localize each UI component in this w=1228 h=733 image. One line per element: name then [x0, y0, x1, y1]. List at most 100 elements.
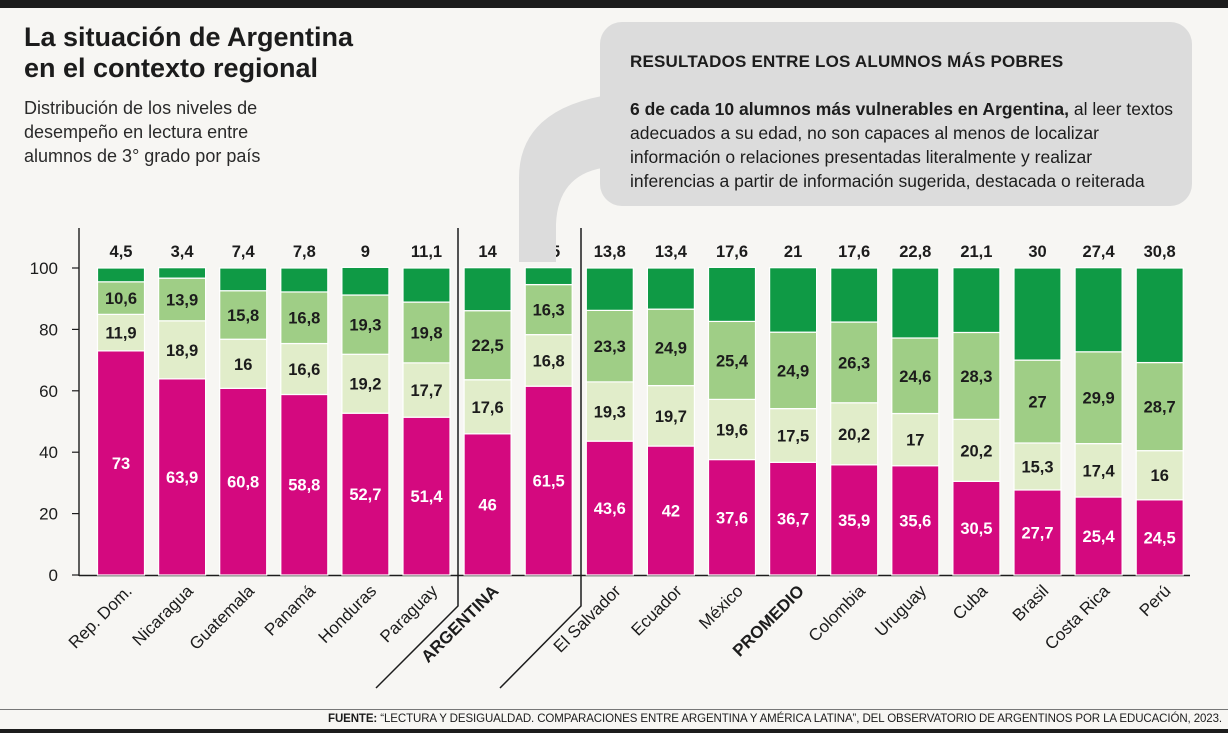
data-label: 16,8	[533, 352, 565, 370]
bar-segment	[1135, 499, 1184, 576]
data-label: 27	[1028, 394, 1046, 412]
data-label: 24,9	[655, 339, 687, 357]
bar-segment	[768, 408, 818, 463]
data-label: 63,9	[166, 469, 198, 487]
bar-segment	[952, 480, 1001, 576]
data-label: 24,9	[777, 362, 809, 380]
x-tick-label: Guatemala	[186, 581, 259, 654]
bar-segment	[585, 267, 634, 311]
data-label: 28,3	[960, 368, 992, 386]
data-label: 16,6	[288, 361, 320, 379]
chart-subtitle: Distribución de los niveles de desempeño…	[24, 96, 324, 168]
data-label: 42	[662, 503, 680, 521]
data-label-top: 17,6	[716, 243, 748, 261]
bar-segment	[1074, 267, 1123, 353]
bar-segment	[463, 433, 512, 576]
data-label: 19,8	[410, 324, 442, 342]
data-label: 27,7	[1021, 524, 1053, 542]
title-line-2: en el contexto regional	[24, 53, 319, 83]
data-label: 13,9	[166, 291, 198, 309]
data-label: 36,7	[777, 511, 809, 529]
data-label: 16,3	[533, 302, 565, 320]
bar-segment	[585, 381, 634, 442]
bar-segment	[158, 320, 207, 380]
x-tick-label: El Salvador	[550, 581, 625, 656]
data-label: 58,8	[288, 477, 320, 495]
bar-segment	[768, 267, 818, 333]
bar-segment	[96, 267, 146, 283]
data-label: 17,6	[472, 399, 504, 417]
bar-segment	[1135, 361, 1184, 452]
bar-segment	[280, 267, 329, 293]
bar-segment	[219, 338, 268, 389]
data-label: 28,7	[1144, 399, 1176, 417]
bar-segment	[1074, 443, 1123, 498]
data-label: 17,7	[410, 382, 442, 400]
data-label: 16,8	[288, 310, 320, 328]
bar-segment	[463, 310, 512, 381]
data-label: 24,6	[899, 368, 931, 386]
bar-segment	[768, 461, 818, 576]
data-label-top: 17,6	[838, 243, 870, 261]
x-tick-label: Paraguay	[376, 581, 441, 646]
data-label: 15,3	[1021, 458, 1053, 476]
data-label: 24,5	[1144, 529, 1176, 547]
bar-segment	[646, 267, 696, 310]
bar-segment	[1074, 351, 1123, 445]
subtitle-line-3: alumnos de 3° grado por país	[24, 146, 261, 166]
x-tick-label: Rep. Dom.	[65, 581, 136, 652]
bar-segment	[524, 267, 573, 286]
data-label: 30,5	[960, 520, 992, 538]
source-note: FUENTE: “LECTURA Y DESIGUALDAD. COMPARAC…	[328, 713, 1222, 725]
bar-segment	[646, 384, 696, 447]
data-label: 19,7	[655, 408, 687, 426]
bar-segment	[524, 334, 573, 387]
bar-segment	[341, 412, 390, 576]
data-label: 25,4	[1083, 528, 1116, 546]
x-tick-label: Brasil	[1009, 581, 1052, 624]
data-label-top: 11,1	[411, 243, 442, 261]
bar-segment	[280, 342, 329, 396]
data-label: 73	[112, 455, 130, 473]
bar-segment	[707, 458, 757, 576]
bar-segment	[952, 331, 1001, 420]
bar-segment	[158, 267, 207, 279]
bar-segment	[585, 440, 634, 576]
data-label: 16	[234, 356, 252, 374]
bar-segment	[341, 353, 390, 414]
bar-segment	[952, 267, 1001, 334]
bar-segment	[219, 290, 268, 340]
data-label: 19,6	[716, 421, 748, 439]
callout-connector	[519, 96, 602, 262]
subtitle-line-2: desempeño en lectura entre	[24, 122, 249, 142]
data-label: 26,3	[838, 354, 870, 372]
data-label: 22,5	[472, 337, 504, 355]
data-label: 18,9	[166, 342, 198, 360]
x-tick-label: Perú	[1136, 581, 1175, 620]
chart-title: La situación de Argentina en el contexto…	[24, 22, 353, 84]
data-label: 15,8	[227, 307, 259, 325]
bottom-rule	[0, 729, 1228, 733]
bar-segment	[96, 313, 146, 352]
bar-segment	[830, 402, 879, 466]
bar-segment	[646, 308, 696, 387]
bar-segment	[341, 266, 390, 296]
subtitle-line-1: Distribución de los niveles de	[24, 98, 258, 118]
data-label: 16	[1151, 467, 1169, 485]
bar-segment	[402, 362, 451, 418]
x-tick-label: Honduras	[315, 581, 381, 647]
bar-segment	[219, 267, 268, 292]
data-label: 29,9	[1083, 390, 1115, 408]
data-label: 46	[478, 496, 496, 514]
bar-segment	[524, 283, 573, 336]
data-label-top: 30,8	[1144, 243, 1176, 261]
argentina-separator-left	[375, 228, 459, 689]
x-tick-label: Cuba	[949, 581, 992, 624]
data-label: 35,9	[838, 512, 870, 530]
bar-segment	[1013, 489, 1062, 576]
data-label: 60,8	[227, 474, 259, 492]
data-label: 20,2	[838, 426, 870, 444]
y-tick-label: 20	[39, 505, 58, 524]
data-label: 25,4	[716, 352, 749, 370]
